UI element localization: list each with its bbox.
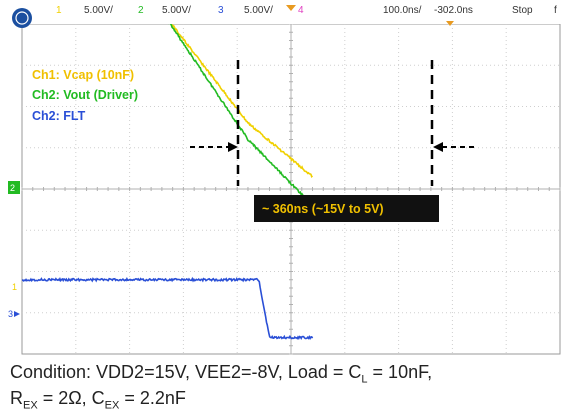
ch1-number[interactable]: 1 — [56, 5, 62, 16]
header-bar — [0, 0, 565, 24]
delay-readout[interactable]: -302.0ns — [434, 5, 473, 16]
legend-ch3: Ch2: FLT — [32, 109, 86, 123]
trace-ch3-flt — [21, 276, 314, 341]
annotation-box — [254, 195, 439, 222]
arrow-right-head-icon — [228, 142, 238, 152]
legend-ch2: Ch2: Vout (Driver) — [32, 88, 138, 102]
condition-line-2: REX = 2Ω, CEX = 2.2nF — [10, 388, 186, 412]
ch1-ground-label: 1 — [12, 282, 17, 292]
ch2-ground-label: 2 — [10, 183, 15, 193]
scope-logo-icon — [12, 8, 32, 28]
legend-ch1: Ch1: Vcap (10nF) — [32, 68, 134, 82]
trigger-position-icon — [286, 5, 296, 11]
f-trigger-icon: f — [554, 5, 557, 16]
delay-marker-icon — [446, 21, 454, 26]
ch4-number[interactable]: 4 — [298, 5, 304, 16]
timebase-readout[interactable]: 100.0ns/ — [383, 5, 422, 16]
run-state[interactable]: Stop — [512, 5, 533, 16]
ch3-scale[interactable]: 5.00V/ — [244, 5, 273, 16]
ch2-ground-marker[interactable] — [8, 181, 20, 194]
oscilloscope-screen: 1 5.00V/ 2 5.00V/ 3 5.00V/ 4 100.0ns/ -3… — [0, 0, 565, 355]
ch2-scale[interactable]: 5.00V/ — [162, 5, 191, 16]
ch2-number[interactable]: 2 — [138, 5, 144, 16]
ch3-ground-arrow-icon — [14, 311, 20, 317]
ch3-ground-label: 3 — [8, 309, 13, 319]
scope-logo-ring-icon — [15, 11, 29, 25]
annotation-label: ~ 360ns (~15V to 5V) — [262, 202, 384, 216]
ch3-number[interactable]: 3 — [218, 5, 224, 16]
ch1-scale[interactable]: 5.00V/ — [84, 5, 113, 16]
arrow-left-head-icon — [433, 142, 443, 152]
condition-line-1: Condition: VDD2=15V, VEE2=-8V, Load = CL… — [10, 362, 433, 386]
